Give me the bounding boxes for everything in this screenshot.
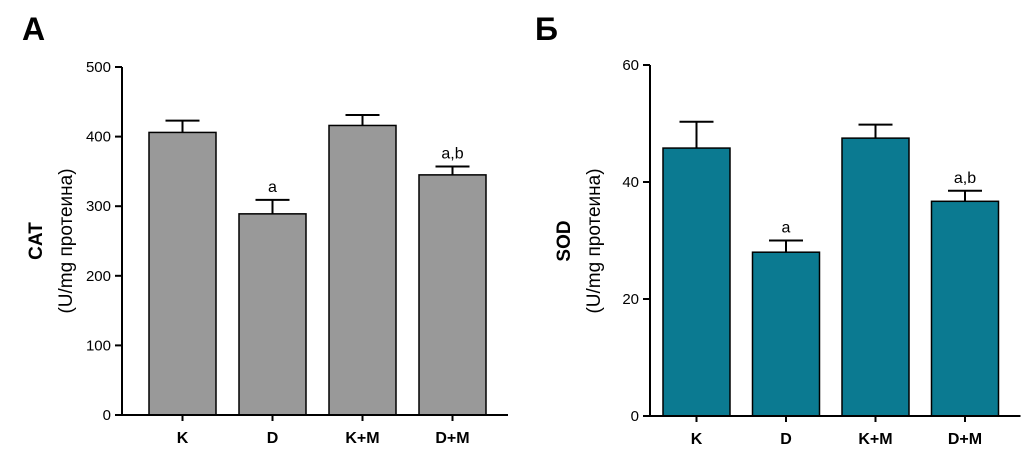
y-tick-label-2: 40 xyxy=(622,174,639,191)
bar-3 xyxy=(930,200,1000,417)
chart-sod: Б Ka D K+M a,b D+M 0 20 40 60 SOD (U/mg протеина) xyxy=(535,11,1021,448)
category-label-1: D xyxy=(780,431,792,448)
panel-letter: A xyxy=(22,11,45,47)
category-label-3: D+M xyxy=(948,431,982,448)
category-label-0: K xyxy=(177,430,189,447)
bar-3 xyxy=(418,174,487,416)
bar-0 xyxy=(148,131,217,416)
y-tick-label-0: 0 xyxy=(631,408,639,425)
bar-1 xyxy=(751,251,821,417)
bar-1 xyxy=(238,213,307,416)
y-tick-label-2: 200 xyxy=(86,268,111,285)
y-tick-label-4: 400 xyxy=(86,129,111,146)
bar-2 xyxy=(841,137,910,417)
y-axis-unit-label: (U/mg протеина) xyxy=(56,168,77,313)
y-tick-label-3: 300 xyxy=(86,198,111,215)
y-tick-label-5: 500 xyxy=(86,59,111,76)
y-axis-unit-label: (U/mg протеина) xyxy=(584,168,605,313)
category-label-3: D+M xyxy=(435,430,469,447)
panel-letter: Б xyxy=(535,11,558,47)
y-tick-label-3: 60 xyxy=(622,57,639,74)
annotation-3: a,b xyxy=(441,146,463,163)
bar-2 xyxy=(328,124,397,416)
y-axis-label: SOD xyxy=(554,220,575,261)
y-tick-label-1: 100 xyxy=(86,337,111,354)
bar-0 xyxy=(662,147,731,417)
category-label-1: D xyxy=(267,430,279,447)
annotation-3: a,b xyxy=(954,170,976,187)
annotation-1: a xyxy=(782,220,791,237)
annotation-1: a xyxy=(268,179,277,196)
y-tick-label-1: 20 xyxy=(622,291,639,308)
y-axis-label: CAT xyxy=(26,222,47,260)
chart-cat: A Ka D K+M a,b D+M 0 100 200 300 400 500 CAT (U/mg пр… xyxy=(22,11,508,447)
category-label-2: K+M xyxy=(345,430,379,447)
y-tick-label-0: 0 xyxy=(103,407,111,424)
category-label-0: K xyxy=(691,431,703,448)
category-label-2: K+M xyxy=(858,431,892,448)
